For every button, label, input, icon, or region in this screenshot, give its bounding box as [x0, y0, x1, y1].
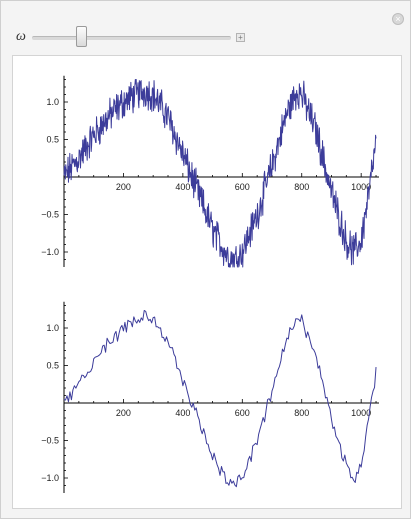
- x-tick-label: 1000: [351, 182, 371, 192]
- y-tick-label: −0.5: [41, 436, 59, 446]
- x-tick-label: 600: [235, 182, 250, 192]
- y-tick-label: 0.5: [46, 361, 59, 371]
- x-tick-label: 200: [116, 182, 131, 192]
- series-line: [63, 309, 377, 488]
- x-tick-label: 400: [175, 408, 190, 418]
- x-tick-label: 800: [294, 182, 309, 192]
- omega-slider-thumb[interactable]: [76, 26, 88, 47]
- y-tick-label: 1.0: [46, 97, 59, 107]
- plot-area: 200 400 600 800 1000 −1.0 −0.5 0.5 1.0 200 400 600…: [12, 55, 402, 509]
- y-tick-label: 1.0: [46, 323, 59, 333]
- omega-slider-track[interactable]: [32, 36, 231, 40]
- omega-label: ω: [16, 29, 26, 44]
- y-tick-label: −1.0: [41, 247, 59, 257]
- plus-icon[interactable]: +: [236, 33, 245, 42]
- y-tick-label: −1.0: [41, 473, 59, 483]
- y-tick-label: 0.5: [46, 135, 59, 145]
- x-tick-label: 200: [116, 408, 131, 418]
- close-icon[interactable]: ×: [392, 13, 404, 25]
- smoothed-signal-chart: 200 400 600 800 1000 −1.0 −0.5 0.5 1.0: [41, 301, 379, 493]
- y-tick-label: −0.5: [41, 210, 59, 220]
- x-tick-label: 1000: [351, 408, 371, 418]
- noisy-signal-chart: 200 400 600 800 1000 −1.0 −0.5 0.5 1.0: [41, 75, 379, 268]
- x-tick-label: 600: [235, 408, 250, 418]
- x-tick-label: 800: [294, 408, 309, 418]
- series-line: [63, 79, 377, 268]
- x-tick-label: 400: [175, 182, 190, 192]
